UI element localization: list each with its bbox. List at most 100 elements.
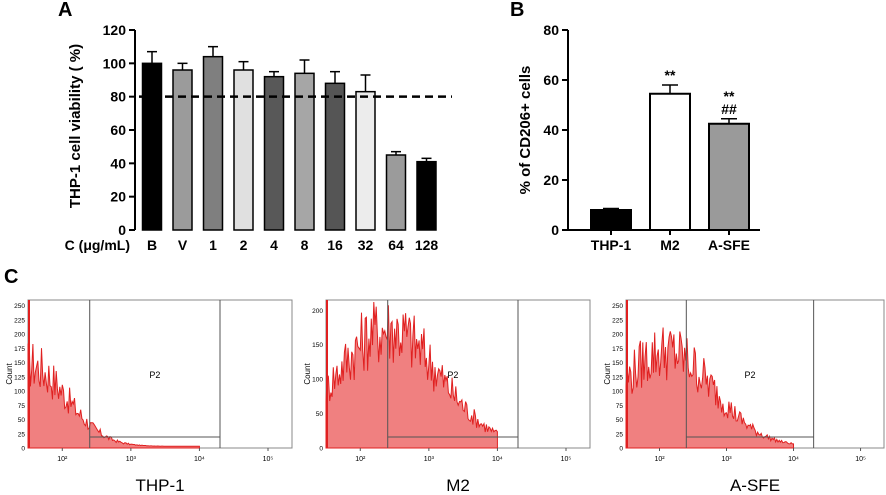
- panel-b-significance-1-0: **: [724, 88, 735, 104]
- panel-label-b: B: [510, 0, 524, 21]
- panel-b-xtick-label-2: A-SFE: [708, 237, 750, 253]
- panel-a-ytick-label-4: 80: [110, 89, 126, 105]
- panel-c-name-2: A-SFE: [730, 476, 780, 495]
- panel-b-bar-1: [649, 92, 691, 231]
- panel-a-xtick-label-6: 16: [327, 237, 343, 253]
- panel-c-ytick-label-1-2: 100: [312, 377, 323, 384]
- panel-c-plot-0: P2 0 25 50 75 100 125 150 175 200 225 250 Count 10² 10…: [5, 299, 293, 495]
- panel-c-xtick-label-2-2: 10⁴: [788, 456, 799, 463]
- panel-a-bar-1: [172, 69, 193, 231]
- panel-a-bar-7: [355, 90, 376, 231]
- panel-c-ytick-label-2-8: 200: [612, 332, 623, 339]
- panel-c-ytick-label-0-9: 225: [14, 317, 25, 324]
- panel-b-bar-0: [590, 209, 632, 231]
- panel-c-ytick-label-2-2: 50: [616, 417, 624, 424]
- panel-c-xtick-label-2-3: 10⁵: [855, 456, 866, 463]
- panel-c-gate-label-1: P2: [447, 370, 458, 380]
- panel-c-ytick-label-2-10: 250: [612, 303, 623, 310]
- panel-c-xtick-label-2-1: 10³: [721, 456, 732, 463]
- panel-a-bar-4: [263, 75, 285, 231]
- panel-c-ylabel-2: Count: [603, 363, 612, 385]
- panel-label-a: A: [58, 0, 72, 21]
- panel-b-ytick-label-2: 40: [543, 122, 559, 138]
- panel-a-xlabel: C (μg/mL): [65, 237, 130, 253]
- panel-a-ytick-label-5: 100: [103, 55, 127, 71]
- panel-c-ylabel-1: Count: [303, 363, 312, 385]
- panel-a-bar-9: [416, 160, 437, 231]
- panel-c-xtick-label-0-1: 10³: [126, 456, 137, 463]
- panel-c-ytick-label-0-3: 75: [18, 403, 26, 410]
- panel-c-histogram-0: [27, 341, 200, 449]
- panel-c-xtick-label-2-0: 10²: [654, 456, 665, 463]
- panel-c-xtick-label-0-3: 10⁵: [263, 456, 274, 463]
- panel-c-histogram-2: [625, 327, 795, 449]
- panel-c-name-1: M2: [446, 476, 470, 495]
- panel-a-xtick-label-5: 8: [301, 237, 309, 253]
- panel-c-gate-label-2: P2: [744, 370, 755, 380]
- panel-c-ytick-label-0-10: 250: [14, 303, 25, 310]
- panel-a-bar-6: [324, 82, 346, 231]
- panel-c-ytick-label-0-6: 150: [14, 360, 25, 367]
- panel-c-ytick-label-2-5: 125: [612, 374, 623, 381]
- panel-c-xtick-label-0-0: 10²: [57, 456, 68, 463]
- panel-b-ytick-label-0: 0: [551, 222, 559, 238]
- panel-a-ytick-label-0: 0: [118, 222, 126, 238]
- panel-c-gate-label-0: P2: [149, 370, 160, 380]
- panel-c-ytick-label-0-0: 0: [21, 446, 25, 453]
- panel-a-bar-8: [385, 154, 407, 231]
- panel-a-bar-chart: THP-1 cell viability ( %) C (μg/mL) 0 20 4…: [65, 22, 452, 253]
- panel-c-plot-1: P2 0 50 100 150 200 Count 10² 10³ 10⁴ 10⁵ M2: [303, 299, 591, 495]
- panel-label-c: C: [4, 266, 18, 288]
- panel-a-ytick-label-2: 40: [110, 155, 126, 171]
- panel-a-bar-0: [141, 62, 163, 231]
- panel-a-ytick-label-6: 120: [103, 22, 127, 38]
- panel-c-ytick-label-0-5: 125: [14, 374, 25, 381]
- panel-a-xtick-label-8: 64: [388, 237, 404, 253]
- panel-c-xtick-label-1-3: 10⁵: [561, 456, 572, 463]
- panel-a-xtick-label-4: 4: [270, 237, 278, 253]
- panel-b-significance-1-1: ##: [721, 101, 737, 117]
- panel-b-ytick-label-3: 60: [543, 72, 559, 88]
- panel-a-xtick-label-2: 1: [209, 237, 217, 253]
- panel-a-xtick-label-7: 32: [358, 237, 374, 253]
- panel-b-significance-0-0: **: [665, 67, 676, 83]
- panel-b-bar-2: [708, 122, 750, 231]
- panel-c-ytick-label-2-7: 175: [612, 346, 623, 353]
- panel-c-ytick-label-2-1: 25: [616, 431, 624, 438]
- panel-c-ylabel-0: Count: [5, 363, 14, 385]
- panel-a-xtick-label-1: V: [178, 237, 188, 253]
- panel-b-ytick-label-1: 20: [543, 172, 559, 188]
- panel-c-ytick-label-2-9: 225: [612, 317, 623, 324]
- panel-c-ytick-label-0-4: 100: [14, 389, 25, 396]
- panel-b-xtick-label-0: THP-1: [591, 237, 632, 253]
- panel-c-plot-2: P2 0 25 50 75 100 125 150 175 200 225 250 Count 10² 10…: [603, 299, 885, 495]
- panel-c-ytick-label-0-1: 25: [18, 431, 26, 438]
- panel-c-histogram-1: [325, 301, 498, 449]
- panel-a-bar-2: [202, 55, 224, 231]
- panel-c-ytick-label-2-0: 0: [619, 446, 623, 453]
- panel-c-ytick-label-1-0: 0: [319, 446, 323, 453]
- panel-b-ylabel: % of CD206+ cells: [517, 66, 534, 195]
- panel-c-xtick-label-1-0: 10²: [355, 456, 366, 463]
- panel-c-ytick-label-1-1: 50: [316, 411, 324, 418]
- panel-a-xtick-label-0: B: [147, 237, 157, 253]
- panel-c-name-0: THP-1: [135, 476, 184, 495]
- panel-a-xtick-label-3: 2: [240, 237, 248, 253]
- panel-c-xtick-label-1-2: 10⁴: [492, 456, 503, 463]
- panel-a-ytick-label-1: 20: [110, 189, 126, 205]
- panel-c-ytick-label-0-8: 200: [14, 332, 25, 339]
- panel-a-ylabel: THP-1 cell viability ( %): [67, 44, 84, 208]
- panel-b-xtick-label-1: M2: [660, 237, 680, 253]
- panel-c-ytick-label-2-6: 150: [612, 360, 623, 367]
- panel-b-ytick-label-4: 80: [543, 22, 559, 38]
- panel-a-xtick-label-9: 128: [415, 237, 439, 253]
- panel-a-bar-3: [233, 69, 254, 231]
- panel-c-xtick-label-1-1: 10³: [424, 456, 435, 463]
- panel-c-ytick-label-2-4: 100: [612, 389, 623, 396]
- panel-c-ytick-label-0-2: 50: [18, 417, 26, 424]
- panel-c-ytick-label-1-4: 200: [312, 308, 323, 315]
- panel-b-bar-chart: % of CD206+ cells 0 20 40 60 80 THP-1 M2 A-SFE *…: [517, 22, 760, 253]
- panel-c-ytick-label-0-7: 175: [14, 346, 25, 353]
